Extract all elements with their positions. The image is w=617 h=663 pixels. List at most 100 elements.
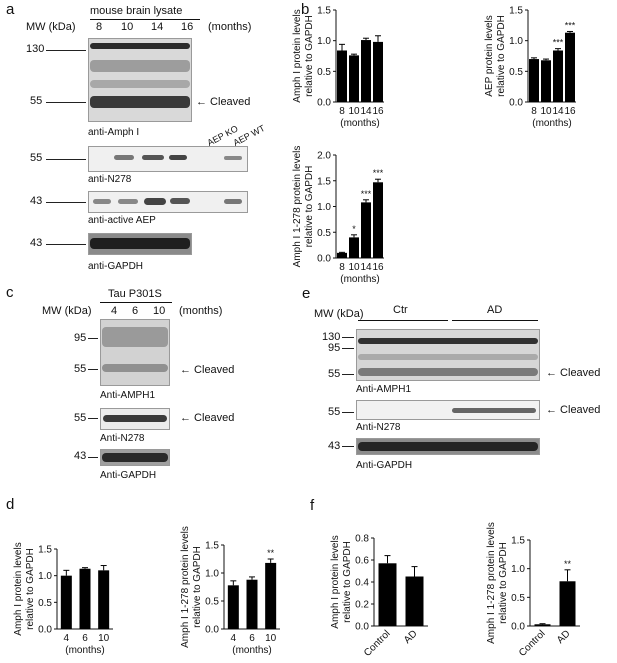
mw-tick — [88, 369, 98, 370]
bar-chart-b3: 0.0 0.5 1.0 1.5 2.0 8 * 10 *** 14 *** 16(months) Amp… — [292, 146, 384, 285]
group-label: Ctr — [393, 304, 408, 316]
bar-chart-b2: 0.0 0.5 1.0 1.5 8 10 *** 14 *** 16(months) AEP pro… — [484, 6, 576, 129]
bar — [553, 50, 563, 102]
y-tick-label: 1.5 — [317, 176, 331, 187]
mw-label: MW (kDa) — [42, 305, 92, 317]
mw-marker: 55 — [74, 363, 87, 375]
lane-label: 14 — [151, 21, 164, 33]
y-tick-label: 0.0 — [509, 98, 523, 109]
mw-marker: 55 — [30, 95, 43, 107]
y-tick-label: 0.4 — [355, 578, 369, 589]
panel-label-f: f — [310, 497, 315, 514]
y-axis-label: Amph I 1-278 protein levelsrelative to G… — [180, 526, 203, 648]
mw-marker: 55 — [328, 406, 341, 418]
x-tick-label: 14 — [552, 106, 564, 117]
blot-band — [90, 238, 190, 249]
bar-chart-f1: 0.0 0.2 0.4 0.6 0.8 Control AD Amph I protein l… — [330, 534, 428, 659]
mw-tick — [88, 418, 98, 419]
significance-label: ** — [267, 548, 275, 558]
sample-underline — [90, 19, 200, 20]
bar — [361, 40, 371, 102]
mw-tick — [342, 337, 354, 338]
mw-tick — [46, 102, 86, 103]
y-tick-label: 0.6 — [355, 556, 369, 567]
y-axis-label: Amph I 1-278 protein levelsrelative to G… — [292, 146, 315, 268]
blot-label: Anti-AMPH1 — [356, 384, 412, 395]
x-tick-label: 8 — [339, 262, 345, 273]
y-axis-label: Amph I protein levelsrelative to GAPDH — [292, 9, 315, 102]
blot-label: Anti-GAPDH — [356, 460, 413, 471]
blot-label: anti-GAPDH — [88, 261, 144, 272]
mw-tick — [46, 244, 86, 245]
x-tick-label: AD — [555, 628, 573, 646]
bar — [265, 562, 277, 629]
lane-label: 10 — [121, 21, 134, 33]
blot-band — [102, 327, 168, 347]
x-tick-label: 16 — [372, 262, 384, 273]
x-tick-label: AD — [402, 628, 420, 646]
bar — [60, 575, 72, 629]
cleaved-label: ← Cleaved — [546, 404, 601, 416]
significance-label: * — [352, 224, 356, 234]
lane-label: 16 — [181, 21, 194, 33]
y-tick-label: 1.0 — [511, 564, 525, 575]
bar — [529, 59, 539, 102]
blot-band — [452, 408, 536, 413]
x-tick-label: 14 — [360, 262, 372, 273]
y-tick-label: 0.5 — [509, 67, 523, 78]
bar — [337, 50, 347, 102]
y-tick-label: 0.0 — [317, 98, 331, 109]
mw-tick — [88, 457, 98, 458]
bar — [98, 570, 110, 629]
mw-marker: 43 — [30, 195, 43, 207]
blot-label: anti-active AEP — [88, 215, 156, 226]
bar — [534, 624, 551, 626]
significance-label: *** — [565, 20, 576, 30]
sample-label: Tau P301S — [108, 288, 162, 300]
bar — [337, 252, 347, 258]
x-axis-label: (months) — [232, 645, 271, 656]
blot-band — [103, 415, 167, 422]
x-axis-label: (months) — [532, 118, 571, 129]
x-tick-label: Control — [362, 628, 393, 659]
panel-label-d: d — [6, 496, 15, 513]
bar — [349, 55, 359, 102]
x-tick-label: 8 — [339, 106, 345, 117]
blot-band — [358, 368, 538, 376]
y-tick-label: 1.5 — [509, 6, 523, 17]
y-tick-label: 1.5 — [205, 541, 219, 552]
mw-marker: 95 — [74, 332, 87, 344]
y-tick-label: 0.0 — [355, 622, 369, 633]
sample-underline — [100, 302, 172, 303]
months-label: (months) — [179, 305, 223, 317]
mw-tick — [342, 374, 354, 375]
y-tick-label: 1.5 — [511, 536, 525, 547]
blot-band — [90, 96, 190, 108]
x-tick-label: 10 — [540, 106, 552, 117]
bar-chart-b1: 0.0 0.5 1.0 1.5 8 10 14 16(months) Amph I protei… — [292, 6, 384, 129]
lane-label: 10 — [153, 305, 166, 317]
y-axis-label: Amph I protein levelsrelative to GAPDH — [13, 542, 36, 635]
y-tick-label: 0.0 — [317, 254, 331, 265]
lane-label: 4 — [111, 305, 118, 317]
blot-band — [90, 80, 190, 88]
bar — [373, 41, 383, 102]
y-tick-label: 0.0 — [511, 622, 525, 633]
y-axis-label: Amph I 1-278 protein levelsrelative to G… — [486, 522, 509, 644]
blot-band — [90, 43, 190, 49]
group-underline — [358, 320, 448, 321]
group-underline — [452, 320, 538, 321]
x-tick-label: 6 — [249, 633, 255, 644]
panel-label-b: b — [301, 1, 310, 18]
y-tick-label: 0.5 — [205, 597, 219, 608]
x-axis-label: (months) — [65, 645, 104, 656]
y-tick-label: 0.5 — [317, 228, 331, 239]
panel-label-a: a — [6, 1, 15, 18]
bar — [559, 581, 576, 626]
blot-band — [144, 198, 166, 205]
cleaved-label: ← Cleaved — [546, 367, 601, 379]
x-axis-label: (months) — [340, 118, 379, 129]
blot-band — [102, 364, 168, 372]
sample-label: mouse brain lysate — [90, 5, 183, 17]
x-tick-label: 16 — [564, 106, 576, 117]
